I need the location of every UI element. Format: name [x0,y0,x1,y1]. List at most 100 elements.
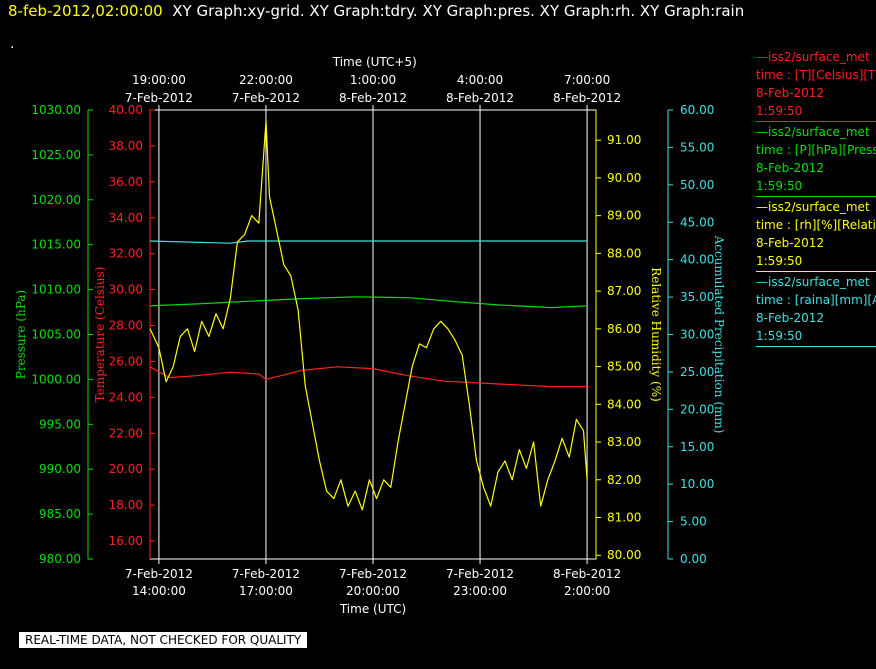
temperature-tick-label: 36.00 [109,175,143,189]
legend-name: —iss2/surface_met [756,200,870,214]
x-top-tick-label-date: 8-Feb-2012 [553,91,621,105]
pressure-tick-label: 1025.00 [31,148,81,162]
x-tick-label-time: 14:00:00 [132,584,186,598]
humidity-tick-label: 87.00 [607,284,641,298]
temperature-tick-label: 32.00 [109,247,143,261]
x-top-tick-label-time: 22:00:00 [239,73,293,87]
x-top-tick-label-date: 7-Feb-2012 [232,91,300,105]
legend-name: —iss2/surface_met [756,125,870,139]
legend-entry-pres: —iss2/surface_met time : [P][hPa][Press … [756,123,876,197]
series-tdry [149,366,588,388]
header-titles: XY Graph:xy-grid. XY Graph:tdry. XY Grap… [172,2,745,20]
humidity-tick-label: 85.00 [607,360,641,374]
humidity-tick-label: 90.00 [607,171,641,185]
legend-var: time : [P][hPa][Press [756,143,876,157]
temperature-tick-label: 20.00 [109,462,143,476]
pressure-tick-label: 1015.00 [31,238,81,252]
header-date: 8-feb-2012,02:00:00 [8,2,163,20]
temperature-tick-label: 34.00 [109,211,143,225]
legend-time: 1:59:50 [756,179,803,193]
x-tick-label-time: 17:00:00 [239,584,293,598]
x-top-tick-label-time: 7:00:00 [564,73,610,87]
precip-axis-title: Accumulated Precipitation (mm) [712,235,726,434]
x-tick-label-date: 7-Feb-2012 [232,567,300,581]
legend-time: 1:59:50 [756,254,803,268]
precip-tick-label: 15.00 [680,440,714,454]
x-top-tick-label-time: 1:00:00 [350,73,396,87]
x-tick-label-time: 2:00:00 [564,584,610,598]
legend-entry-tdry: —iss2/surface_met time : [T][Celsius][T … [756,48,876,122]
x-tick-label-date: 8-Feb-2012 [553,567,621,581]
temperature-tick-label: 40.00 [109,103,143,117]
x-top-tick-label-time: 19:00:00 [132,73,186,87]
x-top-tick-label-date: 7-Feb-2012 [125,91,193,105]
temperature-axis-title: Temperature (Celsius) [93,267,107,403]
temperature-tick-label: 22.00 [109,426,143,440]
x-top-axis-title: Time (UTC+5) [332,55,417,69]
pressure-tick-label: 985.00 [39,507,81,521]
temperature-tick-label: 26.00 [109,354,143,368]
temperature-tick-label: 30.00 [109,283,143,297]
precip-tick-label: 10.00 [680,477,714,491]
humidity-tick-label: 81.00 [607,510,641,524]
x-tick-label-time: 20:00:00 [346,584,400,598]
pressure-tick-label: 1010.00 [31,283,81,297]
pressure-tick-label: 980.00 [39,552,81,566]
legend-date: 8-Feb-2012 [756,311,825,325]
series-rain [149,240,588,244]
x-axis-title: Time (UTC) [339,602,406,616]
legend-name: —iss2/surface_met [756,275,870,289]
legend-time: 1:59:50 [756,329,803,343]
x-top-tick-label-date: 8-Feb-2012 [446,91,514,105]
humidity-tick-label: 88.00 [607,246,641,260]
legend-name: —iss2/surface_met [756,50,870,64]
pressure-tick-label: 1000.00 [31,372,81,386]
x-top-tick-label-date: 8-Feb-2012 [339,91,407,105]
precip-tick-label: 40.00 [680,253,714,267]
x-top-tick-label-time: 4:00:00 [457,73,503,87]
legend-time: 1:59:50 [756,104,803,118]
precip-tick-label: 5.00 [680,515,707,529]
quality-warning: REAL-TIME DATA, NOT CHECKED FOR QUALITY [19,632,308,648]
precip-tick-label: 45.00 [680,215,714,229]
legend-date: 8-Feb-2012 [756,236,825,250]
pressure-tick-label: 1005.00 [31,328,81,342]
pressure-tick-label: 990.00 [39,462,81,476]
legend: —iss2/surface_met time : [T][Celsius][T … [756,48,876,348]
x-tick-label-date: 7-Feb-2012 [446,567,514,581]
header-dot: . [10,36,15,52]
series-rh [149,120,588,511]
precip-tick-label: 30.00 [680,328,714,342]
legend-entry-rain: —iss2/surface_met time : [raina][mm][A 8… [756,273,876,347]
temperature-tick-label: 16.00 [109,534,143,548]
precip-tick-label: 35.00 [680,290,714,304]
temperature-tick-label: 18.00 [109,498,143,512]
pressure-axis-title: Pressure (hPa) [14,290,28,379]
legend-var: time : [raina][mm][A [756,293,876,307]
temperature-tick-label: 28.00 [109,319,143,333]
humidity-tick-label: 86.00 [607,322,641,336]
humidity-tick-label: 84.00 [607,397,641,411]
temperature-tick-label: 38.00 [109,139,143,153]
precip-tick-label: 0.00 [680,552,707,566]
series-pres [149,296,588,309]
x-tick-label-date: 7-Feb-2012 [339,567,407,581]
pressure-tick-label: 995.00 [39,417,81,431]
pressure-tick-label: 1030.00 [31,103,81,117]
legend-date: 8-Feb-2012 [756,86,825,100]
x-tick-label-time: 23:00:00 [453,584,507,598]
precip-tick-label: 60.00 [680,103,714,117]
humidity-tick-label: 83.00 [607,435,641,449]
pressure-tick-label: 1020.00 [31,193,81,207]
precip-tick-label: 50.00 [680,178,714,192]
humidity-tick-label: 91.00 [607,133,641,147]
precip-tick-label: 25.00 [680,365,714,379]
humidity-tick-label: 82.00 [607,473,641,487]
legend-entry-rh: —iss2/surface_met time : [rh][%][Relati … [756,198,876,272]
precip-tick-label: 55.00 [680,140,714,154]
x-tick-label-date: 7-Feb-2012 [125,567,193,581]
temperature-tick-label: 24.00 [109,390,143,404]
humidity-tick-label: 89.00 [607,209,641,223]
humidity-tick-label: 80.00 [607,548,641,562]
